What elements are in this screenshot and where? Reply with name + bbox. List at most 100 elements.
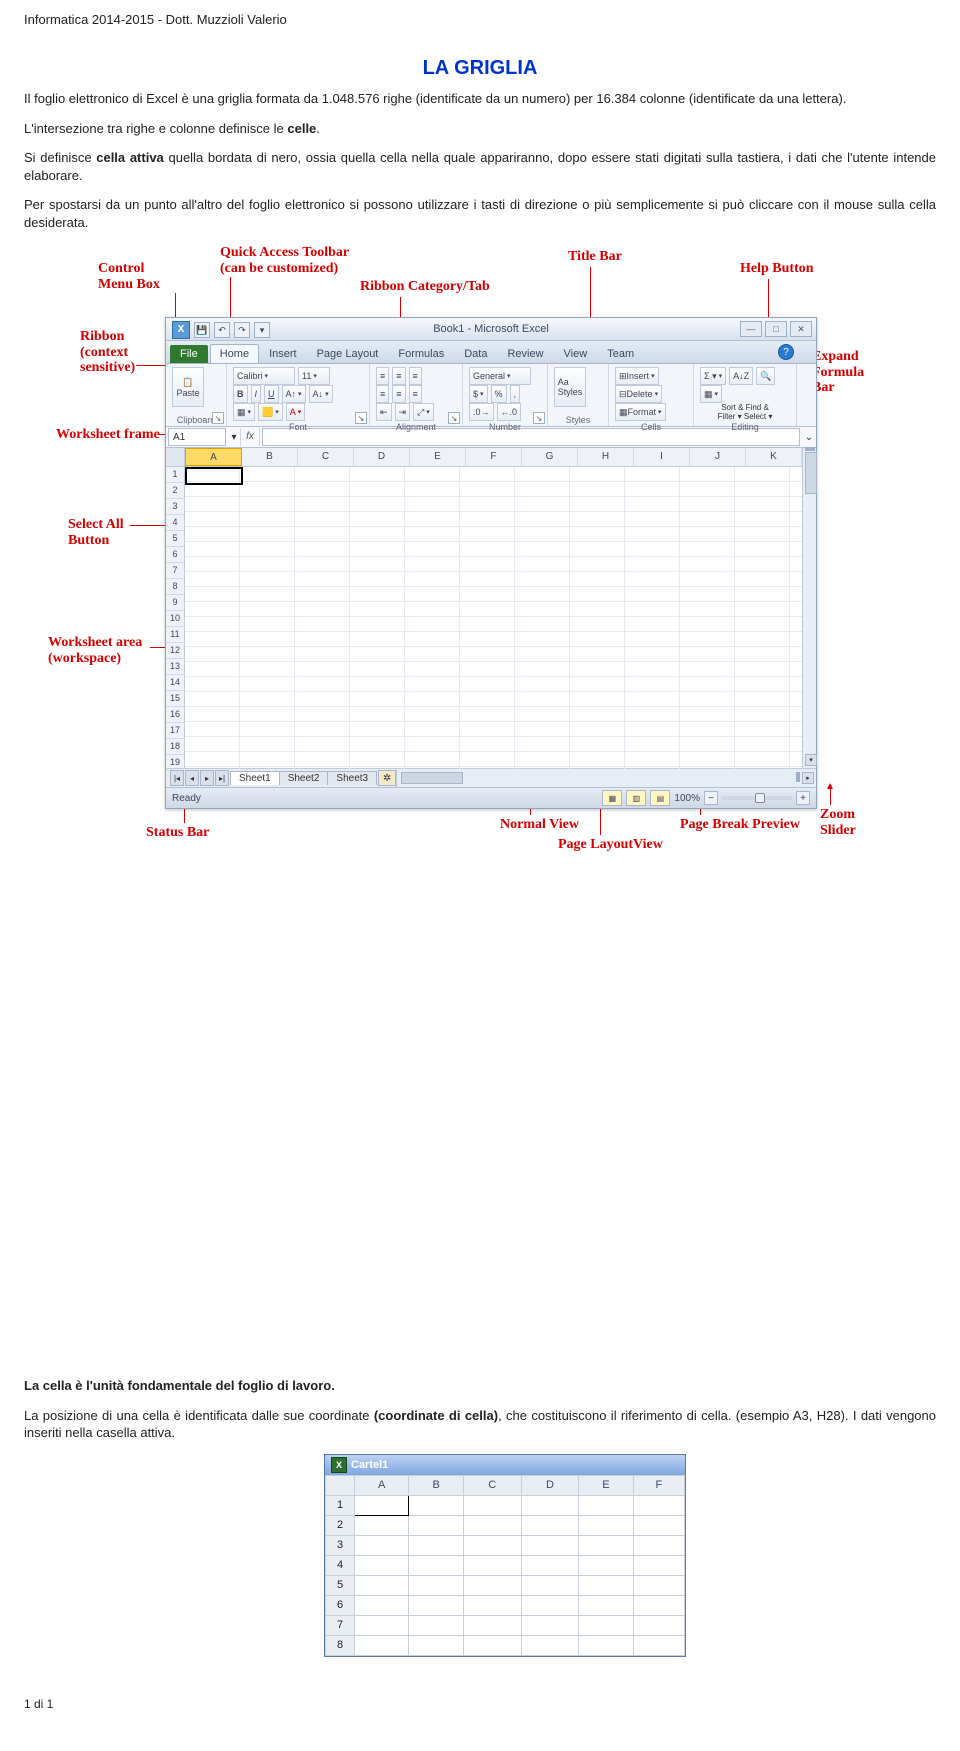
alignment-launcher[interactable]: ↘ [448,412,460,424]
qat-customize-icon[interactable]: ▾ [254,322,270,338]
row-header-5[interactable]: 5 [166,531,184,547]
col-header-C[interactable]: C [298,448,354,466]
mini-cell[interactable] [355,1555,409,1575]
mini-cell[interactable] [463,1635,521,1655]
row-header-7[interactable]: 7 [166,563,184,579]
insert-cell[interactable]: ⊞ Insert [615,367,659,385]
mini-cell[interactable] [579,1635,633,1655]
mini-cell[interactable] [633,1615,684,1635]
horizontal-scrollbar[interactable]: ▸ [396,769,816,787]
mini-cell[interactable] [409,1615,463,1635]
view-page-break[interactable]: ▤ [650,790,670,806]
h-scroll-right[interactable]: ▸ [802,772,814,784]
mini-cell[interactable] [463,1555,521,1575]
row-header-16[interactable]: 16 [166,707,184,723]
col-header-H[interactable]: H [578,448,634,466]
mini-col-F[interactable]: F [633,1475,684,1495]
zoom-in[interactable]: + [796,791,810,805]
align-left[interactable]: ≡ [376,385,389,403]
close-button[interactable]: ✕ [790,321,812,337]
dec-dec[interactable]: ←.0 [497,403,522,421]
file-tab[interactable]: File [170,345,208,363]
new-sheet-button[interactable]: ✲ [378,770,396,786]
mini-corner[interactable] [326,1475,355,1495]
align-mid[interactable]: ≡ [392,367,405,385]
row-header-3[interactable]: 3 [166,499,184,515]
mini-cell[interactable] [579,1615,633,1635]
tab-formulas[interactable]: Formulas [388,344,454,363]
mini-cell[interactable] [355,1575,409,1595]
mini-cell[interactable] [579,1495,633,1515]
fill-dd[interactable]: ▦ [700,385,722,403]
mini-cell[interactable] [409,1575,463,1595]
tab-nav-prev[interactable]: ◂ [185,770,199,786]
mini-col-B[interactable]: B [409,1475,463,1495]
align-right[interactable]: ≡ [409,385,422,403]
mini-cell[interactable] [633,1575,684,1595]
expand-formula-bar[interactable]: ⌄ [802,432,816,443]
row-header-14[interactable]: 14 [166,675,184,691]
v-scroll-down[interactable]: ▾ [805,754,817,766]
col-header-G[interactable]: G [522,448,578,466]
mini-row-8[interactable]: 8 [326,1635,355,1655]
mini-cell[interactable] [521,1635,579,1655]
inc-dec[interactable]: .0→ [469,403,494,421]
tab-home[interactable]: Home [210,344,259,363]
save-icon[interactable]: 💾 [194,322,210,338]
active-cell[interactable] [185,467,243,485]
col-header-K[interactable]: K [746,448,802,466]
mini-cell[interactable] [463,1535,521,1555]
indent-dec[interactable]: ⇤ [376,403,392,421]
clipboard-launcher[interactable]: ↘ [212,412,224,424]
zoom-slider[interactable]: − + [704,791,810,805]
mini-cell[interactable] [355,1535,409,1555]
v-split-box[interactable] [805,447,815,451]
select-all-corner[interactable] [166,448,184,467]
row-header-13[interactable]: 13 [166,659,184,675]
row-header-2[interactable]: 2 [166,483,184,499]
mini-cell[interactable] [463,1595,521,1615]
mini-cell[interactable] [579,1535,633,1555]
mini-cell[interactable] [409,1635,463,1655]
mini-cell[interactable] [409,1515,463,1535]
mini-col-A[interactable]: A [355,1475,409,1495]
mini-col-D[interactable]: D [521,1475,579,1495]
sort-icon[interactable]: A↓Z [729,367,753,385]
zoom-track[interactable] [722,796,792,800]
v-scroll-thumb[interactable] [805,452,817,494]
mini-row-4[interactable]: 4 [326,1555,355,1575]
underline-button[interactable]: U [264,385,279,403]
indent-inc[interactable]: ⇥ [395,403,411,421]
col-header-D[interactable]: D [354,448,410,466]
italic-button[interactable]: I [251,385,262,403]
mini-row-5[interactable]: 5 [326,1575,355,1595]
row-header-6[interactable]: 6 [166,547,184,563]
mini-cell[interactable] [633,1495,684,1515]
row-header-1[interactable]: 1 [166,467,184,483]
mini-cell[interactable] [521,1595,579,1615]
mini-col-C[interactable]: C [463,1475,521,1495]
quick-access-toolbar[interactable]: X 💾 ↶ ↷ ▾ [172,321,270,339]
mini-cell[interactable] [633,1535,684,1555]
tab-review[interactable]: Review [497,344,553,363]
styles-button[interactable]: AaStyles [554,367,586,407]
mini-row-6[interactable]: 6 [326,1595,355,1615]
sheet-tab-1[interactable]: Sheet1 [230,771,280,785]
sheet-tab-3[interactable]: Sheet3 [327,771,377,785]
format-cell[interactable]: ▦ Format [615,403,666,421]
currency[interactable]: $ [469,385,488,403]
align-top[interactable]: ≡ [376,367,389,385]
namebox-dd[interactable]: ▾ [228,432,240,443]
font-size[interactable]: 11 [298,367,330,385]
name-box[interactable]: A1 [168,428,226,446]
font-color[interactable]: A [286,403,306,421]
mini-cell[interactable] [521,1555,579,1575]
mini-row-1[interactable]: 1 [326,1495,355,1515]
mini-cell[interactable] [463,1575,521,1595]
h-split-box[interactable] [796,772,800,782]
align-bot[interactable]: ≡ [409,367,422,385]
mini-cell[interactable] [633,1515,684,1535]
mini-cell[interactable] [633,1555,684,1575]
tab-nav-next[interactable]: ▸ [200,770,214,786]
comma[interactable]: , [510,385,521,403]
